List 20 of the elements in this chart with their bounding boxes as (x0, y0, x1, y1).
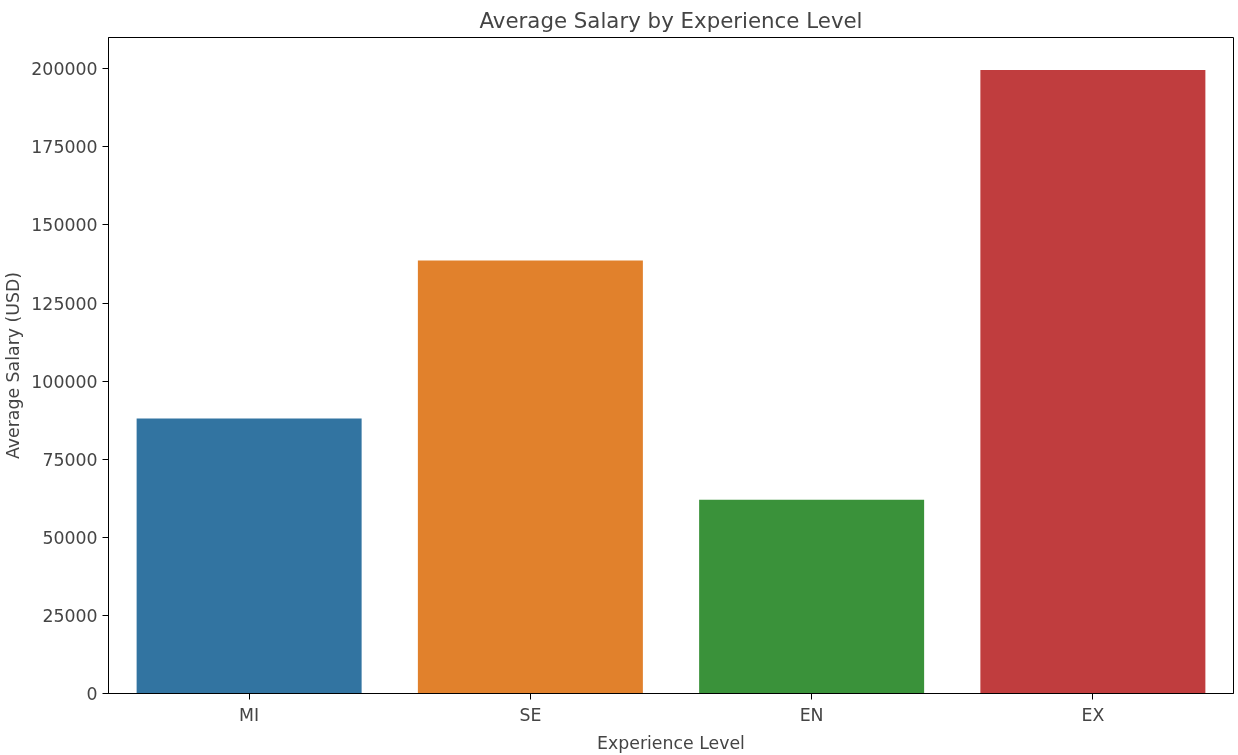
y-axis-title: Average Salary (USD) (3, 271, 24, 460)
y-tick-label: 125000 (31, 293, 98, 314)
y-tick-label: 100000 (31, 371, 98, 392)
y-tick-label: 50000 (42, 527, 98, 548)
y-tick-label: 150000 (31, 215, 98, 236)
x-tick-label: SE (519, 704, 542, 725)
x-axis-title: Experience Level (597, 732, 745, 753)
bar (980, 69, 1206, 694)
bar (417, 260, 643, 694)
x-tick-label: EX (1081, 704, 1105, 725)
y-tick-label: 0 (86, 684, 98, 704)
x-tick-label: EN (799, 704, 824, 725)
y-tick-label: 200000 (31, 59, 98, 80)
bar (136, 418, 362, 694)
y-tick-label: 175000 (31, 137, 98, 158)
chart-title: Average Salary by Experience Level (479, 7, 863, 33)
y-tick-label: 75000 (42, 449, 98, 470)
bar (699, 499, 925, 694)
y-tick-label: 25000 (42, 605, 98, 626)
x-tick-label: MI (239, 704, 260, 725)
